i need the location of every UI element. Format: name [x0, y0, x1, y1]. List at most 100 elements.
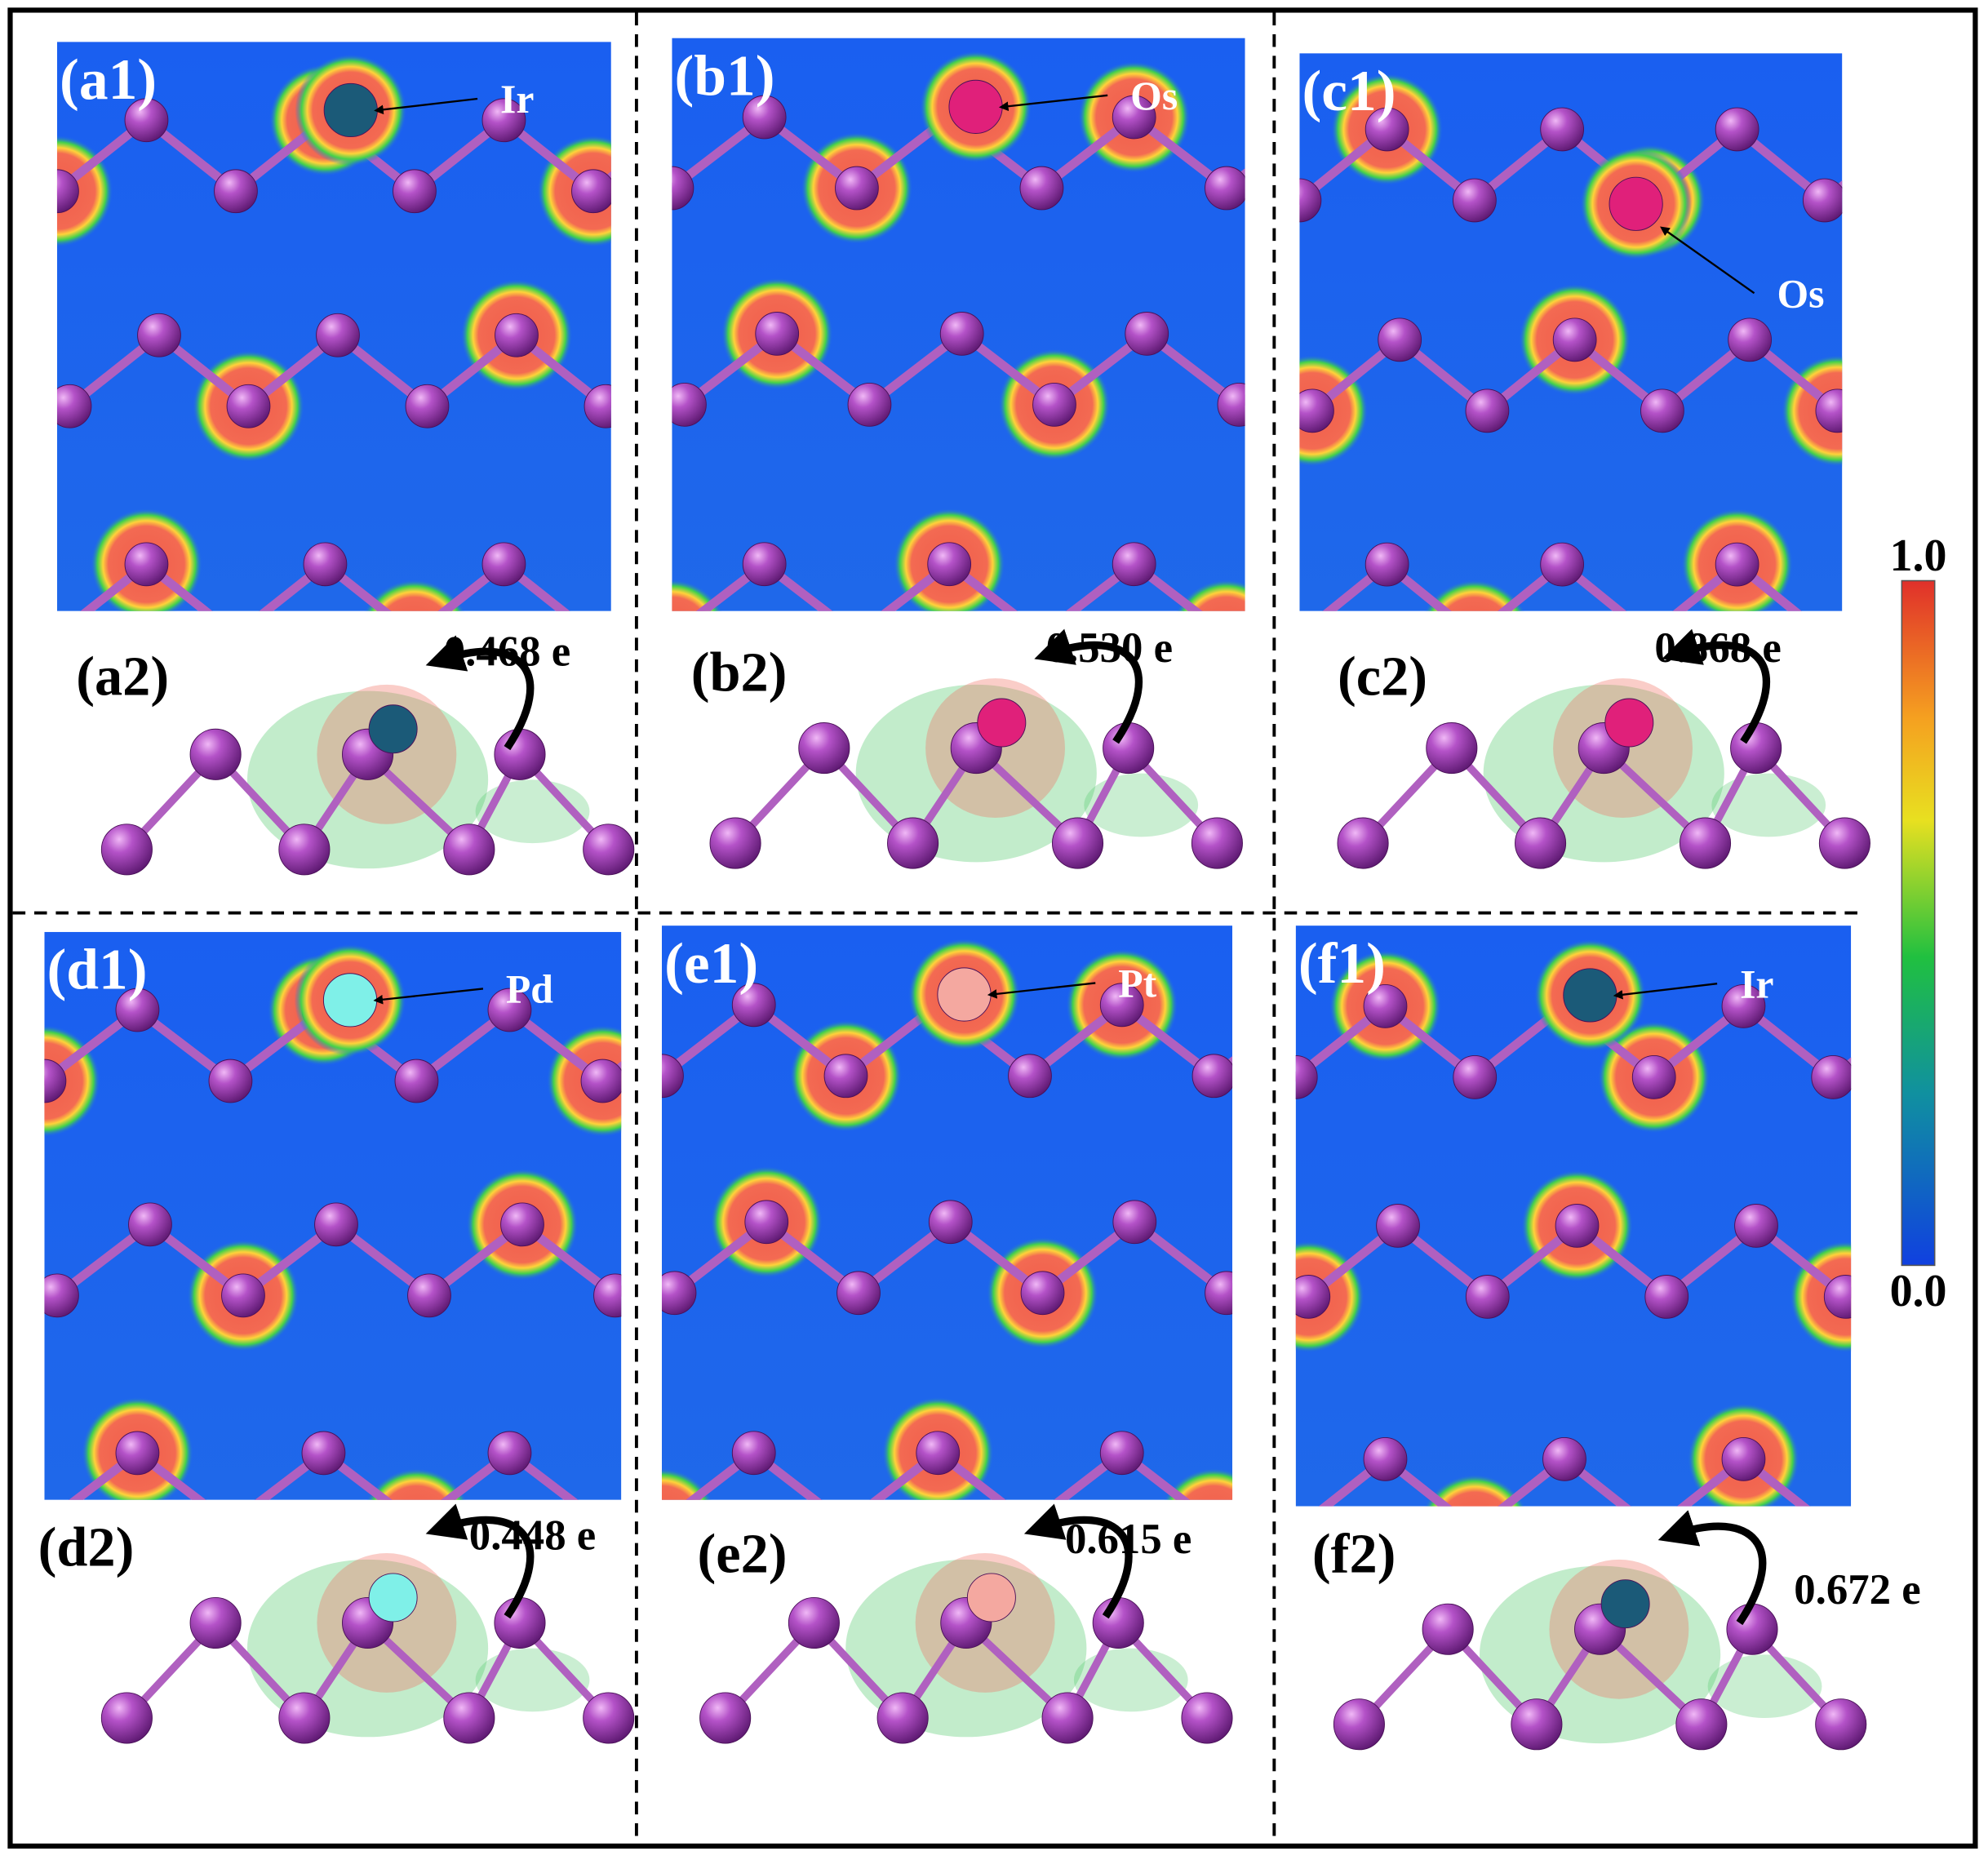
atom — [1426, 722, 1478, 775]
charge-panel-label: (b2) — [691, 641, 788, 704]
atom — [939, 312, 984, 356]
transfer-arrow — [1023, 1503, 1133, 1619]
charge-panel — [100, 1503, 635, 1744]
halo — [364, 579, 465, 611]
atom — [1675, 1698, 1728, 1751]
atom — [593, 1273, 622, 1318]
atom — [278, 1692, 331, 1744]
atom — [641, 1503, 684, 1546]
atom — [1600, 1579, 1650, 1629]
atom — [1299, 178, 1322, 223]
atom — [1609, 176, 1663, 231]
atom — [966, 1573, 1016, 1623]
atom — [56, 384, 92, 428]
atom — [405, 384, 450, 428]
atom — [1333, 1698, 1385, 1751]
halo — [1163, 1467, 1233, 1500]
map-panel — [44, 931, 622, 1546]
atom — [1099, 1431, 1144, 1476]
map-label: (d1) — [47, 938, 148, 1002]
atom — [1465, 388, 1510, 433]
atom — [44, 1273, 79, 1318]
map-panel — [1274, 926, 1852, 1551]
charge-value: 0.530 e — [1046, 624, 1173, 672]
atom — [1191, 1054, 1233, 1099]
atom — [571, 169, 611, 214]
atom — [699, 1692, 752, 1744]
atom — [1112, 542, 1156, 587]
charge-value: 0.615 e — [1065, 1516, 1191, 1563]
pointer — [998, 94, 1108, 112]
charge-panel-label: (f2) — [1312, 1522, 1396, 1584]
atom — [494, 728, 546, 780]
atom — [1192, 1503, 1236, 1546]
atom — [823, 1054, 868, 1099]
dopant-label: Pt — [1118, 961, 1156, 1006]
atom — [443, 823, 495, 876]
atom — [583, 1692, 635, 1744]
atom — [1511, 1698, 1563, 1751]
atom — [1540, 107, 1584, 152]
atom — [742, 95, 787, 140]
pointer — [987, 982, 1096, 999]
atom — [128, 1202, 172, 1247]
charge-value: 0.468 e — [444, 628, 570, 676]
atom — [226, 384, 271, 428]
atom — [798, 722, 850, 775]
charge-panel-label: (a2) — [76, 645, 169, 707]
atom — [1205, 1271, 1233, 1316]
atom — [1099, 983, 1144, 1028]
atom — [1734, 1204, 1778, 1248]
atom — [1274, 1508, 1317, 1551]
atom — [1092, 1596, 1144, 1649]
charge-panel-label: (e2) — [697, 1522, 787, 1584]
charge-panel — [709, 628, 1243, 869]
atom — [1640, 388, 1684, 433]
atom — [1112, 1200, 1157, 1245]
charge-panel-label: (d2) — [38, 1516, 135, 1578]
atom — [1453, 1508, 1497, 1551]
atom — [301, 1431, 346, 1476]
atom — [221, 1273, 265, 1318]
atom — [1453, 1054, 1498, 1099]
atom — [583, 823, 635, 876]
atom — [824, 1503, 868, 1546]
atom — [481, 98, 526, 143]
atom — [368, 704, 418, 754]
atom — [1008, 1054, 1052, 1099]
atom — [1299, 388, 1334, 433]
halo — [1424, 579, 1525, 611]
atom — [115, 988, 160, 1032]
dopant-label: Os — [1130, 73, 1178, 118]
atom — [672, 166, 694, 211]
atom — [56, 169, 79, 214]
atom — [709, 817, 761, 869]
atom — [1604, 698, 1654, 748]
atom — [393, 614, 437, 657]
map-panel — [56, 42, 611, 657]
charge-value: 0.672 e — [1794, 1566, 1920, 1614]
atom — [661, 1271, 697, 1316]
atom — [937, 967, 992, 1022]
labels: Ir (a1) (a2) 0.468 e Os (b1) (b2) 0.530 e Os (c1)… — [38, 44, 1921, 1614]
map-panel — [672, 38, 1245, 611]
atom — [948, 79, 1003, 134]
atom — [1181, 1692, 1233, 1744]
atom — [395, 1503, 438, 1546]
atom — [1563, 968, 1617, 1023]
atom — [1020, 1271, 1065, 1316]
halo — [366, 1468, 468, 1500]
atom — [1802, 178, 1843, 223]
halo — [1176, 579, 1245, 611]
atom — [494, 1596, 546, 1649]
transfer-arrow — [1662, 628, 1770, 744]
atom — [661, 1054, 684, 1099]
map-label: (c1) — [1302, 59, 1396, 123]
atom — [1721, 983, 1766, 1028]
atom — [189, 1596, 242, 1649]
atom — [1378, 317, 1422, 362]
atom — [1644, 1275, 1689, 1319]
atom — [314, 1202, 358, 1247]
